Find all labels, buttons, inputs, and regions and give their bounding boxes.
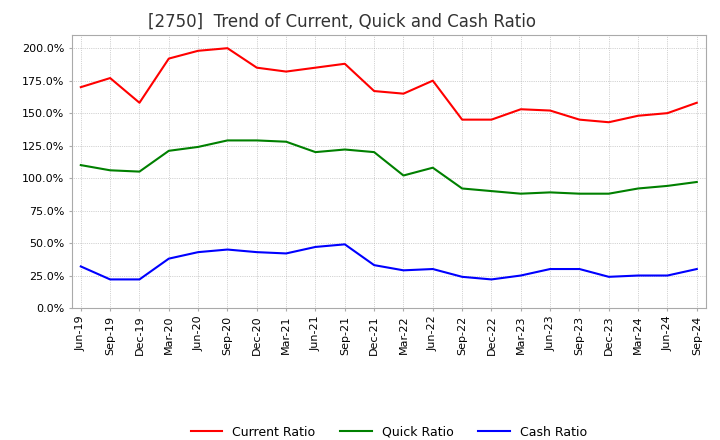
Current Ratio bbox=[164, 56, 173, 61]
Current Ratio bbox=[223, 46, 232, 51]
Cash Ratio bbox=[487, 277, 496, 282]
Current Ratio bbox=[370, 88, 379, 94]
Cash Ratio bbox=[282, 251, 290, 256]
Current Ratio bbox=[663, 110, 672, 116]
Quick Ratio bbox=[634, 186, 642, 191]
Cash Ratio bbox=[106, 277, 114, 282]
Cash Ratio bbox=[516, 273, 525, 278]
Current Ratio bbox=[194, 48, 202, 53]
Current Ratio bbox=[399, 91, 408, 96]
Quick Ratio bbox=[106, 168, 114, 173]
Current Ratio bbox=[634, 113, 642, 118]
Quick Ratio bbox=[546, 190, 554, 195]
Quick Ratio bbox=[253, 138, 261, 143]
Cash Ratio bbox=[693, 266, 701, 271]
Cash Ratio bbox=[605, 274, 613, 279]
Quick Ratio bbox=[194, 144, 202, 150]
Quick Ratio bbox=[575, 191, 584, 196]
Quick Ratio bbox=[516, 191, 525, 196]
Quick Ratio bbox=[693, 180, 701, 185]
Cash Ratio bbox=[634, 273, 642, 278]
Quick Ratio bbox=[282, 139, 290, 144]
Line: Quick Ratio: Quick Ratio bbox=[81, 140, 697, 194]
Current Ratio bbox=[487, 117, 496, 122]
Quick Ratio bbox=[428, 165, 437, 170]
Current Ratio bbox=[428, 78, 437, 83]
Quick Ratio bbox=[399, 173, 408, 178]
Line: Cash Ratio: Cash Ratio bbox=[81, 244, 697, 279]
Quick Ratio bbox=[164, 148, 173, 154]
Cash Ratio bbox=[164, 256, 173, 261]
Cash Ratio bbox=[311, 244, 320, 249]
Current Ratio bbox=[605, 120, 613, 125]
Current Ratio bbox=[135, 100, 144, 106]
Quick Ratio bbox=[311, 150, 320, 155]
Current Ratio bbox=[546, 108, 554, 113]
Cash Ratio bbox=[663, 273, 672, 278]
Cash Ratio bbox=[76, 264, 85, 269]
Quick Ratio bbox=[135, 169, 144, 174]
Cash Ratio bbox=[575, 266, 584, 271]
Current Ratio bbox=[693, 100, 701, 106]
Quick Ratio bbox=[341, 147, 349, 152]
Quick Ratio bbox=[370, 150, 379, 155]
Cash Ratio bbox=[428, 266, 437, 271]
Quick Ratio bbox=[223, 138, 232, 143]
Quick Ratio bbox=[76, 162, 85, 168]
Current Ratio bbox=[76, 84, 85, 90]
Current Ratio bbox=[458, 117, 467, 122]
Cash Ratio bbox=[399, 268, 408, 273]
Line: Current Ratio: Current Ratio bbox=[81, 48, 697, 122]
Current Ratio bbox=[106, 75, 114, 81]
Quick Ratio bbox=[458, 186, 467, 191]
Current Ratio bbox=[282, 69, 290, 74]
Cash Ratio bbox=[546, 266, 554, 271]
Quick Ratio bbox=[605, 191, 613, 196]
Cash Ratio bbox=[194, 249, 202, 255]
Current Ratio bbox=[516, 106, 525, 112]
Current Ratio bbox=[341, 61, 349, 66]
Text: [2750]  Trend of Current, Quick and Cash Ratio: [2750] Trend of Current, Quick and Cash … bbox=[148, 13, 536, 31]
Current Ratio bbox=[575, 117, 584, 122]
Cash Ratio bbox=[458, 274, 467, 279]
Current Ratio bbox=[311, 65, 320, 70]
Legend: Current Ratio, Quick Ratio, Cash Ratio: Current Ratio, Quick Ratio, Cash Ratio bbox=[186, 421, 592, 440]
Cash Ratio bbox=[223, 247, 232, 252]
Cash Ratio bbox=[341, 242, 349, 247]
Current Ratio bbox=[253, 65, 261, 70]
Cash Ratio bbox=[135, 277, 144, 282]
Quick Ratio bbox=[487, 188, 496, 194]
Cash Ratio bbox=[370, 263, 379, 268]
Quick Ratio bbox=[663, 183, 672, 188]
Cash Ratio bbox=[253, 249, 261, 255]
